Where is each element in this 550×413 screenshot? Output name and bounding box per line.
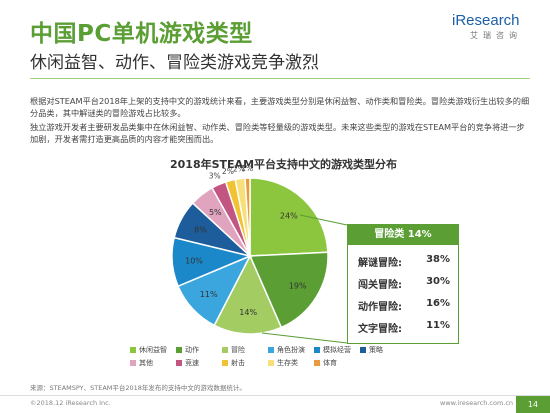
- pie-slice-label: 24%: [280, 211, 298, 220]
- legend-label: 其他: [139, 359, 153, 367]
- legend-swatch: [130, 360, 136, 366]
- legend-swatch: [176, 360, 182, 366]
- pie-slice-label: 3%: [209, 171, 221, 180]
- callout-row-value: 38%: [426, 254, 450, 265]
- legend-item: 休闲益智: [130, 345, 167, 355]
- legend-label: 策略: [369, 346, 383, 354]
- pie-slice-label: 19%: [289, 282, 307, 291]
- callout-row-value: 11%: [426, 320, 450, 331]
- legend-swatch: [222, 360, 228, 366]
- legend-item: 生存类: [268, 358, 298, 368]
- website: www.iresearch.com.cn: [440, 399, 514, 407]
- legend-label: 休闲益智: [139, 346, 167, 354]
- legend-item: 体育: [314, 358, 337, 368]
- legend-swatch: [268, 347, 274, 353]
- page-title: 中国PC单机游戏类型: [30, 21, 253, 47]
- legend-swatch: [130, 347, 136, 353]
- callout-row-label: 文字冒险:: [358, 324, 402, 335]
- callout-row: 闯关冒险: 30%: [358, 276, 450, 291]
- footer: ©2018.12 iResearch Inc. www.iresearch.co…: [0, 395, 550, 413]
- callout-row-label: 闯关冒险:: [358, 280, 402, 291]
- callout-connector: [261, 332, 348, 344]
- source-note: 来源：STEAMSPY、STEAM平台2018年发布的支持中文的游戏数据统计。: [30, 384, 246, 392]
- callout-row-value: 16%: [426, 298, 450, 309]
- pie-slice-label: 14%: [239, 308, 257, 317]
- legend-label: 动作: [185, 346, 199, 354]
- pie-slice: [213, 254, 283, 335]
- legend-item: 冒险: [222, 345, 245, 355]
- pie-slice-label: 2%: [222, 167, 234, 176]
- legend-swatch: [360, 347, 366, 353]
- callout-row-label: 动作冒险:: [358, 302, 402, 313]
- callout-row-value: 30%: [426, 276, 450, 287]
- pie-slice: [244, 177, 251, 257]
- legend-item: 模拟经营: [314, 345, 351, 355]
- callout-connector: [299, 214, 348, 226]
- legend-label: 模拟经营: [323, 346, 351, 354]
- paragraph-2: 独立游戏开发者主要研发品类集中在休闲益智、动作类、冒险类等轻量级的游戏类型。未来…: [30, 122, 525, 144]
- pie-slice-label: 10%: [185, 257, 203, 266]
- pie-slice-label: 1%: [241, 164, 253, 173]
- copyright: ©2018.12 iResearch Inc.: [30, 399, 111, 407]
- logo-text: iResearch: [452, 12, 520, 29]
- pie-slice: [248, 251, 329, 329]
- legend-label: 冒险: [231, 346, 245, 354]
- legend-item: 动作: [176, 345, 199, 355]
- paragraph-1: 根据对STEAM平台2018年上架的支持中文的游戏统计来看，主要游戏类型分别是休…: [30, 96, 530, 118]
- legend-label: 射击: [231, 359, 245, 367]
- legend-swatch: [314, 347, 320, 353]
- legend-item: 其他: [130, 358, 153, 368]
- pie-slice-label: 2%: [233, 165, 245, 174]
- page-subtitle: 休闲益智、动作、冒险类游戏竞争激烈: [30, 53, 319, 73]
- callout-title: 冒险类 14%: [348, 225, 458, 245]
- legend-item: 竞速: [176, 358, 199, 368]
- pie-slice-label: 5%: [209, 208, 222, 217]
- callout-row: 解谜冒险: 38%: [358, 254, 450, 269]
- page-number: 14: [516, 396, 550, 413]
- legend-item: 策略: [360, 345, 383, 355]
- chart-title: 2018年STEAM平台支持中文的游戏类型分布: [170, 158, 398, 171]
- logo: iResearch 艾瑞咨询: [452, 12, 526, 40]
- legend-swatch: [176, 347, 182, 353]
- pie-slice: [249, 177, 329, 257]
- legend-label: 体育: [323, 359, 337, 367]
- pie-slice-label: 11%: [200, 290, 218, 299]
- legend-item: 射击: [222, 358, 245, 368]
- callout-row: 动作冒险: 16%: [358, 298, 450, 313]
- pie-slice-label: 8%: [194, 226, 207, 235]
- legend-item: 角色扮演: [268, 345, 305, 355]
- legend-label: 角色扮演: [277, 346, 305, 354]
- header-divider: [30, 78, 530, 79]
- legend-swatch: [222, 347, 228, 353]
- legend-label: 竞速: [185, 359, 199, 367]
- callout-row-label: 解谜冒险:: [358, 258, 402, 269]
- logo-subtext: 艾瑞咨询: [470, 31, 522, 40]
- callout-row: 文字冒险: 11%: [358, 320, 450, 335]
- legend-swatch: [314, 360, 320, 366]
- legend-swatch: [268, 360, 274, 366]
- legend-label: 生存类: [277, 359, 298, 367]
- adventure-callout: 冒险类 14% 解谜冒险: 38% 闯关冒险: 30% 动作冒险: 16% 文字…: [347, 224, 459, 344]
